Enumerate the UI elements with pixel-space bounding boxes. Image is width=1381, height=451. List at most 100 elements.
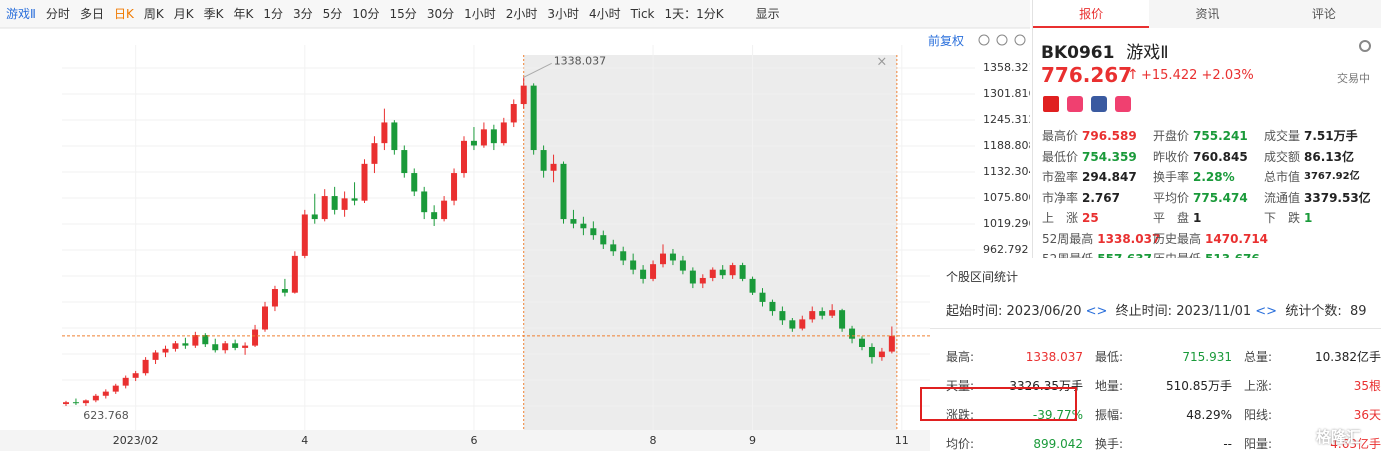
zoom-out-icon[interactable] [996,34,1008,46]
quote-cell: 52周最高 1338.037 [1042,229,1160,250]
candle-body [212,344,219,351]
candle-body [431,212,438,220]
candle-body [63,402,69,405]
candle-body [421,191,428,213]
toolbar-item[interactable]: 1小时 [464,7,496,21]
quote-label: 总市值 [1264,170,1301,184]
quote-label: 下 跌 [1264,211,1301,225]
toolbar-item[interactable]: 4小时 [589,7,621,21]
stats-label: 均价: [946,437,975,451]
candle-body [669,253,676,261]
candle-body [878,351,885,358]
toolbar-item[interactable]: 3分 [292,7,313,21]
candle-body [859,338,865,347]
toolbar-item[interactable]: 1天：1分K [664,7,724,21]
candle-body [679,260,686,271]
candle-body [232,343,239,348]
quote-row: 52周最高 1338.037 历史最高 1470.714 [1042,229,1374,250]
candle-body [819,311,826,316]
code-text: BK0961 [1041,43,1115,63]
candle-body [610,244,617,252]
stats-label: 上涨: [1244,379,1273,393]
stats-label: 最高: [946,350,975,364]
candle-body [291,255,298,293]
quote-value: 775.474 [1193,190,1248,205]
stats-value: 3326.35万手 [1009,379,1083,393]
watermark: 格隆汇 [1315,428,1361,446]
toolbar-item[interactable]: 5分 [322,7,343,21]
tab: 报价 [1033,0,1150,28]
stats-value: 715.931 [1182,350,1232,364]
candle-body [112,385,119,392]
candle-body [719,269,726,276]
arrow: ↑ [1127,67,1139,83]
stats-label: 涨跌: [946,408,975,422]
toolbar-item[interactable]: 3小时 [547,7,580,21]
count-label: 统计个数: [1285,304,1342,319]
toolbar-item[interactable]: 显示 [755,7,780,21]
toolbar-item[interactable]: 年K [233,7,254,21]
toolbar-item[interactable]: 分时 [45,7,70,21]
candle-body [252,329,259,346]
toolbar-bg [0,0,1030,28]
candle-body [82,400,89,404]
high-leader [523,62,552,78]
candle-body [650,264,657,279]
adjust-button[interactable]: 前复权 [928,34,965,48]
toolbar-item[interactable]: 30分 [426,7,455,21]
count: 89 [1350,304,1367,319]
flag-badge [1043,96,1059,112]
quote-value: 1470.714 [1205,231,1269,246]
candle-body [461,140,467,174]
undo-icon[interactable] [978,34,990,46]
toolbar-item[interactable]: 周K [143,7,164,21]
candle-body [530,85,537,151]
x-tick-label: 9 [749,434,756,447]
candle-body [311,214,318,220]
candle-body [321,196,328,220]
candle-body [620,251,627,261]
toolbar-item[interactable]: 季K [203,7,224,21]
candle-body [829,310,836,316]
toolbar-item[interactable]: 2小时 [505,7,538,21]
toolbar-item[interactable]: 1分 [263,7,283,21]
tabs: 报价 资讯 评论 [1033,0,1381,28]
x-axis-bg [0,430,1030,451]
start-label: 起始时间: [946,304,1003,319]
candle-body [182,343,189,346]
low-label: 623.768 [83,409,129,422]
stats-cell: 振幅: 48.29% [1095,401,1232,430]
toolbar-item[interactable]: Tick [630,7,655,21]
candle-body [242,345,249,348]
settings-icon[interactable] [1357,38,1373,54]
quote-label: 成交额 [1264,149,1301,164]
tab: 资讯 [1195,7,1220,21]
quote-value: 1338.037 [1097,231,1161,246]
toolbar-item[interactable]: 月K [173,7,194,21]
stats-value: -- [1223,437,1232,451]
quote-value: 796.589 [1082,129,1137,143]
toolbar-item[interactable]: 多日 [79,7,104,21]
quote-label: 最高价 [1042,129,1079,143]
candle-body [271,289,278,307]
toolbar-item[interactable]: 日K [113,7,134,21]
candle-body [262,306,268,330]
candle-body [759,292,766,302]
toolbar-item[interactable]: 游戏Ⅱ [6,7,36,21]
zoom-in-icon[interactable] [1014,34,1026,46]
candle-body [222,343,229,351]
stats-value: -39.77% [1032,408,1083,422]
candle-body [520,85,527,105]
quote-cell: 昨收价 760.845 [1153,147,1264,168]
quote-cell: 最低价 754.359 [1042,147,1153,168]
y-tick-label: 1245.312 [983,113,1030,126]
stats-value: 10.382亿手 [1315,350,1381,364]
toolbar-item[interactable]: 10分 [352,7,380,21]
toolbar-item[interactable]: 15分 [389,7,417,21]
candle-body [630,260,637,270]
quote-label: 流通值 [1264,190,1301,205]
quote-value: 1 [1193,211,1202,225]
quote-cell: 历史最高 1470.714 [1153,229,1268,250]
